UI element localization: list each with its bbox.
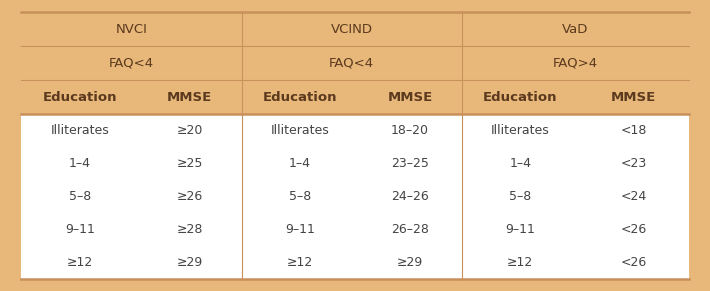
Text: ≥29: ≥29	[397, 256, 423, 269]
Text: 5–8: 5–8	[69, 190, 91, 203]
Text: Illiterates: Illiterates	[271, 124, 329, 137]
Text: Illiterates: Illiterates	[50, 124, 109, 137]
Text: 5–8: 5–8	[289, 190, 311, 203]
Text: 5–8: 5–8	[509, 190, 531, 203]
Text: ≥20: ≥20	[177, 124, 203, 137]
Text: <23: <23	[621, 157, 647, 170]
Text: Illiterates: Illiterates	[491, 124, 550, 137]
Text: FAQ<4: FAQ<4	[329, 57, 374, 70]
Text: VCIND: VCIND	[331, 23, 373, 36]
Text: 1–4: 1–4	[69, 157, 91, 170]
Text: 26–28: 26–28	[391, 223, 429, 236]
Text: ≥12: ≥12	[507, 256, 533, 269]
Text: MMSE: MMSE	[611, 91, 656, 104]
Text: ≥26: ≥26	[177, 190, 203, 203]
Text: FAQ>4: FAQ>4	[552, 57, 598, 70]
Text: ≥28: ≥28	[177, 223, 203, 236]
Text: 18–20: 18–20	[391, 124, 429, 137]
Text: ≥12: ≥12	[287, 256, 313, 269]
Text: MMSE: MMSE	[388, 91, 432, 104]
Text: 1–4: 1–4	[289, 157, 311, 170]
Text: FAQ<4: FAQ<4	[109, 57, 154, 70]
Text: VaD: VaD	[562, 23, 589, 36]
Text: 9–11: 9–11	[285, 223, 315, 236]
Text: <18: <18	[621, 124, 647, 137]
Text: Education: Education	[483, 91, 557, 104]
Text: MMSE: MMSE	[167, 91, 212, 104]
Text: <26: <26	[621, 256, 647, 269]
Text: NVCI: NVCI	[116, 23, 148, 36]
Text: ≥12: ≥12	[67, 256, 93, 269]
Text: 24–26: 24–26	[391, 190, 429, 203]
Text: 9–11: 9–11	[65, 223, 94, 236]
Text: ≥25: ≥25	[177, 157, 203, 170]
Text: Education: Education	[43, 91, 117, 104]
Text: 23–25: 23–25	[391, 157, 429, 170]
Text: <26: <26	[621, 223, 647, 236]
Text: ≥29: ≥29	[177, 256, 203, 269]
Text: <24: <24	[621, 190, 647, 203]
Text: 1–4: 1–4	[509, 157, 531, 170]
Text: Education: Education	[263, 91, 337, 104]
Text: 9–11: 9–11	[506, 223, 535, 236]
